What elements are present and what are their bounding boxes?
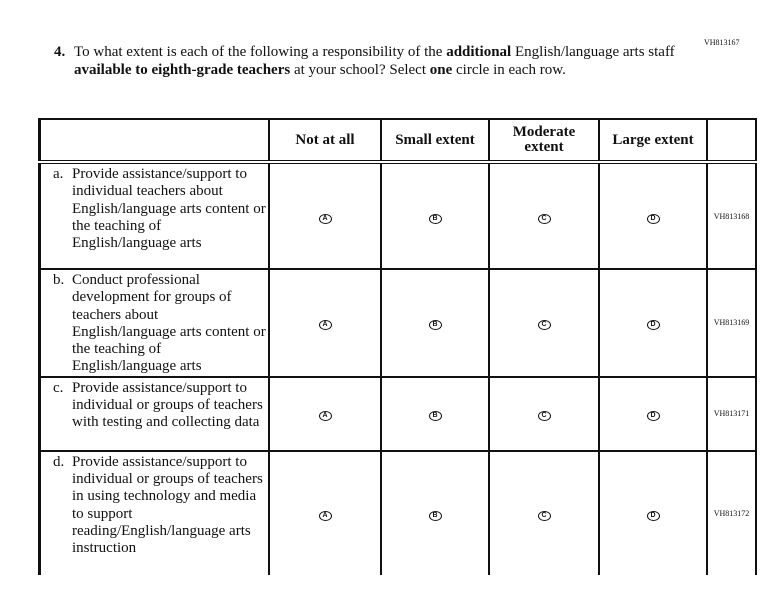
row-code: VH813169 xyxy=(706,268,757,378)
row-letter: d. xyxy=(53,453,65,470)
question-text: To what extent is each of the following … xyxy=(74,44,675,78)
row-letter: b. xyxy=(53,272,65,288)
table-row: c. Provide assistance/support to individu… xyxy=(38,375,757,452)
radio-bubble-a[interactable]: A xyxy=(318,411,332,422)
option-cell: C xyxy=(488,268,600,378)
option-cell: A xyxy=(268,449,382,575)
response-table: Not at all Small extent Moderate extent … xyxy=(38,118,757,575)
row-code: VH813171 xyxy=(706,375,757,452)
option-cell: C xyxy=(488,449,600,575)
option-cell: D xyxy=(598,268,708,378)
row-label: a. Provide assistance/support to individu… xyxy=(38,161,270,270)
option-cell: A xyxy=(268,375,382,452)
radio-bubble-b[interactable]: B xyxy=(428,411,442,422)
header-blank xyxy=(38,118,270,164)
header-large-extent: Large extent xyxy=(598,118,708,164)
radio-bubble-c[interactable]: C xyxy=(537,213,551,224)
option-cell: D xyxy=(598,161,708,270)
row-letter: a. xyxy=(53,166,64,182)
row-text: Provide assistance/support to individual… xyxy=(72,453,263,557)
radio-bubble-b[interactable]: B xyxy=(428,213,442,224)
radio-bubble-d[interactable]: D xyxy=(646,411,660,422)
radio-bubble-a[interactable]: A xyxy=(318,213,332,224)
table-row: b. Conduct professional development for g… xyxy=(38,268,757,378)
header-not-at-all: Not at all xyxy=(268,118,382,164)
row-label: c. Provide assistance/support to individu… xyxy=(38,375,270,452)
radio-bubble-b[interactable]: B xyxy=(428,320,442,331)
radio-bubble-d[interactable]: D xyxy=(646,213,660,224)
radio-bubble-a[interactable]: A xyxy=(318,320,332,331)
row-text: Provide assistance/support to individual… xyxy=(72,379,263,431)
option-cell: C xyxy=(488,161,600,270)
row-code: VH813168 xyxy=(706,161,757,270)
question: 4. To what extent is each of the followi… xyxy=(54,44,694,79)
radio-bubble-c[interactable]: C xyxy=(537,510,551,521)
option-cell: A xyxy=(268,268,382,378)
option-cell: B xyxy=(380,268,490,378)
row-text: Conduct professional development for gro… xyxy=(72,272,266,375)
row-text: Provide assistance/support to individual… xyxy=(72,166,266,252)
option-cell: B xyxy=(380,161,490,270)
option-cell: D xyxy=(598,449,708,575)
row-code: VH813172 xyxy=(706,449,757,575)
option-cell: B xyxy=(380,449,490,575)
item-code: VH813167 xyxy=(704,38,740,47)
option-cell: C xyxy=(488,375,600,452)
header-code xyxy=(706,118,757,164)
radio-bubble-c[interactable]: C xyxy=(537,320,551,331)
radio-bubble-a[interactable]: A xyxy=(318,510,332,521)
radio-bubble-c[interactable]: C xyxy=(537,411,551,422)
radio-bubble-d[interactable]: D xyxy=(646,320,660,331)
option-cell: D xyxy=(598,375,708,452)
header-small-extent: Small extent xyxy=(380,118,490,164)
row-label: d. Provide assistance/support to individu… xyxy=(38,449,270,575)
radio-bubble-b[interactable]: B xyxy=(428,510,442,521)
radio-bubble-d[interactable]: D xyxy=(646,510,660,521)
row-label: b. Conduct professional development for g… xyxy=(38,268,270,378)
table-row: d. Provide assistance/support to individu… xyxy=(38,449,757,575)
option-cell: B xyxy=(380,375,490,452)
question-number: 4. xyxy=(54,44,66,60)
row-letter: c. xyxy=(53,379,64,396)
option-cell: A xyxy=(268,161,382,270)
header-moderate-extent: Moderate extent xyxy=(488,118,600,164)
table-row: a. Provide assistance/support to individu… xyxy=(38,161,757,270)
